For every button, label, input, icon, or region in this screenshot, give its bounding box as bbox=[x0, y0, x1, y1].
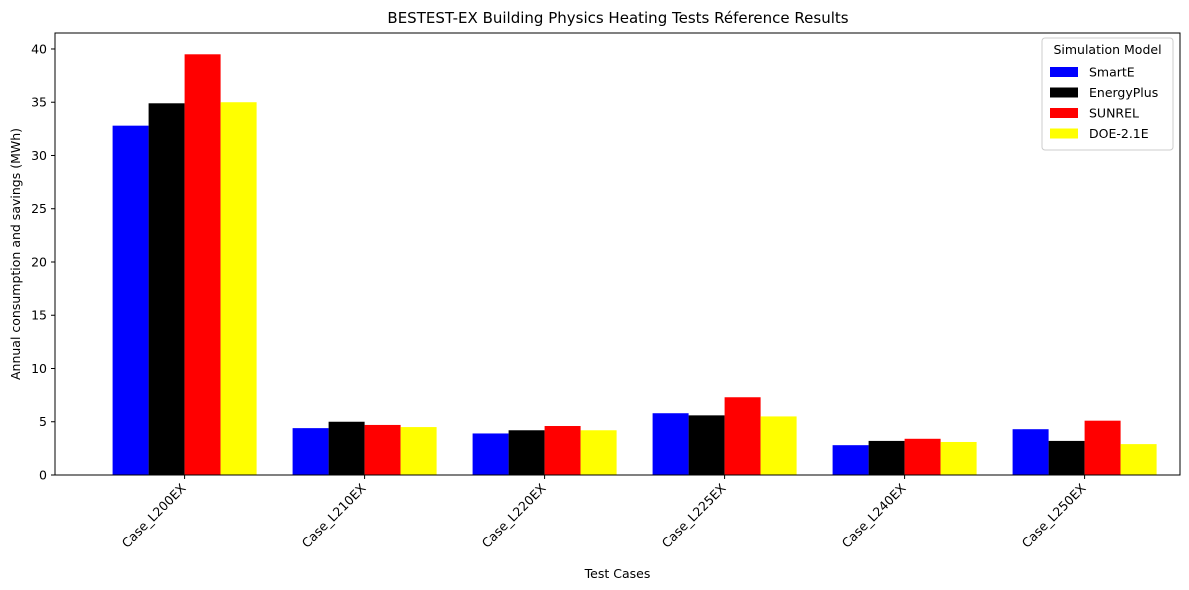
legend-label: SmartE bbox=[1089, 65, 1135, 80]
x-tick-label: Case_L210EX bbox=[299, 480, 369, 550]
bar-sunrel-case_l210ex bbox=[364, 424, 401, 475]
x-axis: Case_L200EX Case_L210EX Case_L220EX Case_L2… bbox=[119, 475, 1089, 551]
bar-smarte-case_l250ex bbox=[1012, 429, 1049, 475]
legend-label: EnergyPlus bbox=[1089, 85, 1158, 100]
bar-sunrel-case_l200ex bbox=[184, 54, 221, 475]
bar-smarte-case_l225ex bbox=[652, 413, 689, 475]
bar-energyplus-case_l220ex bbox=[508, 430, 545, 475]
y-tick-label: 0 bbox=[39, 468, 47, 483]
bar-smarte-case_l240ex bbox=[832, 445, 869, 475]
x-tick-label: Case_L225EX bbox=[659, 480, 729, 550]
bar-energyplus-case_l250ex bbox=[1048, 440, 1085, 475]
y-tick-label: 25 bbox=[31, 201, 47, 216]
y-tick-label: 20 bbox=[31, 254, 47, 269]
plot-frame bbox=[54, 32, 1181, 476]
x-tick-label: Case_L220EX bbox=[479, 480, 549, 550]
legend-swatch bbox=[1050, 87, 1078, 98]
legend-label: SUNREL bbox=[1089, 106, 1139, 121]
legend-label: DOE-2.1E bbox=[1089, 126, 1149, 141]
legend: Simulation Model SmartE EnergyPlus SUNREL DO… bbox=[1041, 37, 1174, 151]
y-tick-label: 15 bbox=[31, 308, 47, 323]
y-tick-label: 35 bbox=[31, 95, 47, 110]
y-tick-label: 40 bbox=[31, 41, 47, 56]
legend-swatch bbox=[1050, 67, 1078, 77]
legend-swatch bbox=[1050, 128, 1078, 139]
bars-group bbox=[112, 54, 1157, 475]
bar-energyplus-case_l200ex bbox=[148, 103, 185, 475]
bar-smarte-case_l210ex bbox=[292, 428, 329, 475]
x-tick-label: Case_L250EX bbox=[1019, 480, 1089, 550]
y-axis-label: Annual consumption and savings (MWh) bbox=[8, 128, 23, 380]
x-axis-label: Test Cases bbox=[584, 566, 651, 581]
bar-sunrel-case_l225ex bbox=[724, 397, 761, 475]
bar-smarte-case_l220ex bbox=[472, 433, 509, 475]
bar-doe-2-1e-case_l200ex bbox=[220, 102, 257, 475]
bar-sunrel-case_l240ex bbox=[904, 438, 941, 475]
y-axis: 0 5 10 15 20 25 30 35 40 bbox=[31, 41, 55, 483]
x-tick-label: Case_L200EX bbox=[119, 480, 189, 550]
x-tick-label: Case_L240EX bbox=[839, 480, 909, 550]
legend-box bbox=[1041, 37, 1174, 151]
y-tick-label: 10 bbox=[31, 361, 47, 376]
bar-sunrel-case_l220ex bbox=[544, 426, 581, 475]
bar-energyplus-case_l225ex bbox=[688, 415, 725, 475]
chart-title: BESTEST-EX Building Physics Heating Test… bbox=[387, 9, 848, 27]
legend-title: Simulation Model bbox=[1053, 42, 1161, 57]
bar-energyplus-case_l210ex bbox=[328, 421, 365, 475]
y-tick-label: 5 bbox=[39, 414, 47, 429]
bar-sunrel-case_l250ex bbox=[1084, 420, 1121, 475]
bar-doe-2-1e-case_l240ex bbox=[940, 441, 977, 475]
y-tick-label: 30 bbox=[31, 148, 47, 163]
bar-doe-2-1e-case_l210ex bbox=[400, 427, 437, 475]
bar-doe-2-1e-case_l220ex bbox=[580, 430, 617, 475]
bar-smarte-case_l200ex bbox=[112, 125, 149, 475]
bar-doe-2-1e-case_l250ex bbox=[1120, 444, 1157, 475]
bar-energyplus-case_l240ex bbox=[868, 440, 905, 475]
bar-doe-2-1e-case_l225ex bbox=[760, 416, 797, 475]
legend-swatch bbox=[1050, 108, 1078, 118]
